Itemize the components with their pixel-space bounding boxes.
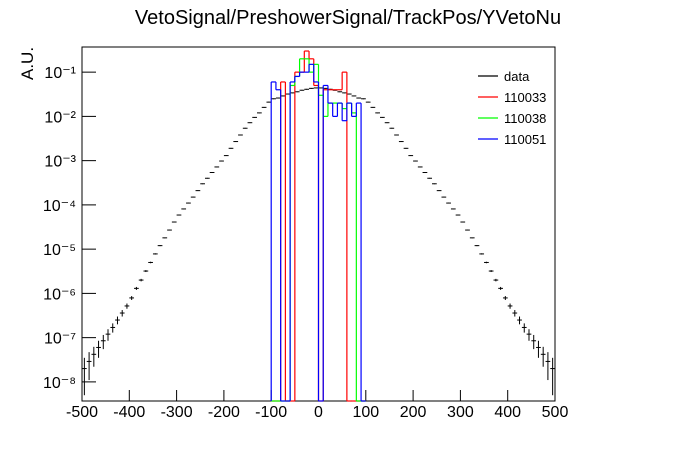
y-tick-label: 10⁻⁴ <box>43 198 76 215</box>
legend-label: 110051 <box>504 132 546 147</box>
legend-label: 110038 <box>504 111 546 126</box>
y-tick-label: 10⁻² <box>44 109 76 126</box>
x-tick-label: -100 <box>255 404 287 421</box>
x-tick-label: -400 <box>113 404 145 421</box>
y-tick-label: 10⁻⁶ <box>43 286 76 303</box>
y-tick-label: 10⁻¹ <box>44 65 76 82</box>
x-tick-label: 500 <box>542 404 569 421</box>
x-tick-label: -200 <box>208 404 240 421</box>
y-tick-label: 10⁻³ <box>44 154 76 171</box>
x-tick-label: 200 <box>400 404 427 421</box>
series-0 <box>82 87 555 396</box>
legend-label: data <box>504 69 530 84</box>
x-tick-label: -500 <box>66 404 98 421</box>
y-tick-label: 10⁻⁵ <box>43 242 76 259</box>
x-tick-label: 100 <box>352 404 379 421</box>
x-tick-label: 0 <box>314 404 323 421</box>
y-axis-label: A.U. <box>18 47 37 80</box>
series-3 <box>270 63 366 402</box>
legend-label: 110033 <box>504 90 546 105</box>
chart-title: VetoSignal/PreshowerSignal/TrackPos/YVet… <box>135 7 561 29</box>
x-tick-label: -300 <box>161 404 193 421</box>
x-tick-label: 300 <box>447 404 474 421</box>
y-tick-label: 10⁻⁸ <box>43 375 76 392</box>
x-tick-label: 400 <box>494 404 521 421</box>
y-tick-label: 10⁻⁷ <box>44 331 76 348</box>
